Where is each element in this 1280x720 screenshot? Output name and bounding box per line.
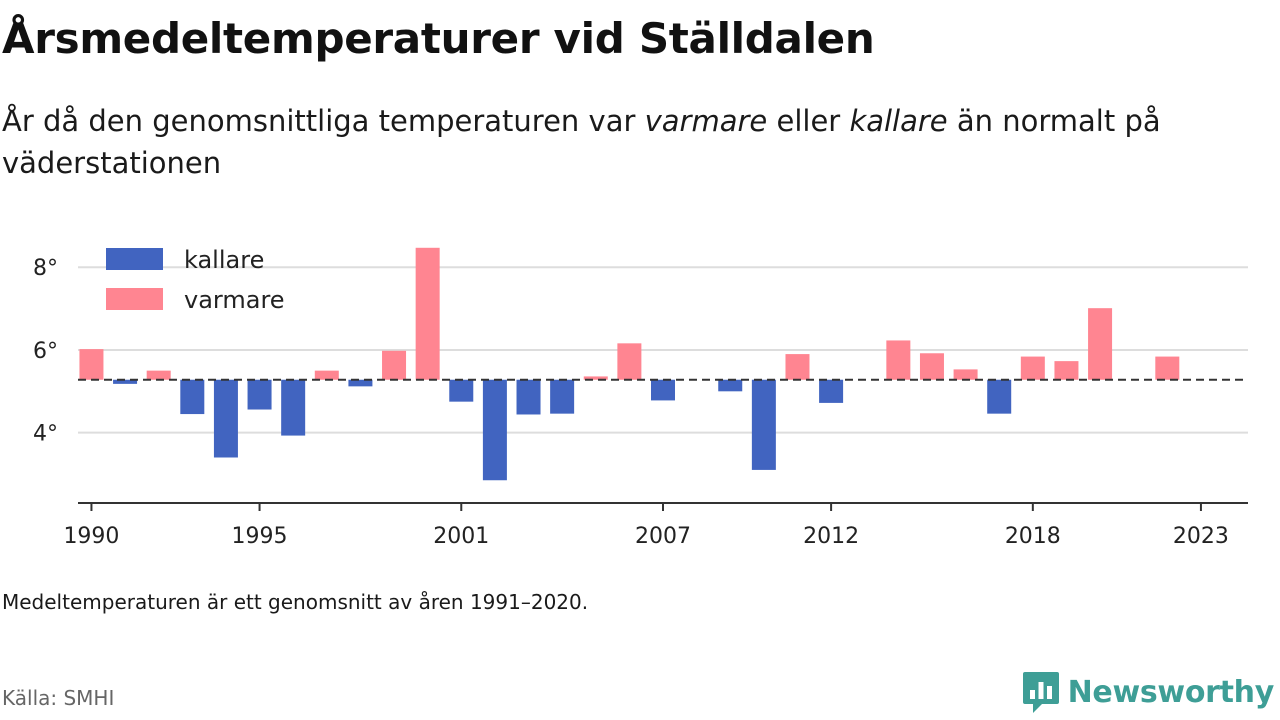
- x-tick-label: 1990: [63, 524, 119, 549]
- bar-2011: [785, 354, 810, 380]
- bar-2007: [651, 379, 675, 401]
- bar-2016: [953, 369, 978, 380]
- legend-swatch-colder: [106, 248, 163, 270]
- x-tick-label: 2012: [803, 524, 859, 549]
- bar-1995: [247, 379, 272, 410]
- x-tick-label: 2001: [433, 524, 489, 549]
- subtitle-warm-word: varmare: [644, 104, 768, 138]
- bar-1998: [348, 379, 373, 387]
- chart-subtitle: År då den genomsnittliga temperaturen va…: [2, 100, 1262, 184]
- legend-label-warmer: varmare: [184, 286, 285, 314]
- bar-2015: [919, 353, 944, 380]
- x-tick-label: 2007: [635, 524, 691, 549]
- x-tick-label: 2023: [1173, 524, 1229, 549]
- x-tick-label: 2018: [1005, 524, 1061, 549]
- bar-2004: [550, 379, 575, 414]
- bar-2001: [449, 379, 474, 402]
- legend-swatch-warmer: [106, 288, 163, 310]
- y-tick-label: 6°: [33, 339, 58, 364]
- subtitle-text-middle: eller: [767, 104, 850, 138]
- bar-2009: [718, 379, 743, 392]
- legend-label-colder: kallare: [184, 246, 264, 274]
- bar-1996: [281, 379, 306, 436]
- y-tick-label: 8°: [33, 256, 58, 281]
- bar-1991: [113, 379, 138, 384]
- bar-2017: [987, 379, 1012, 414]
- bar-2010: [751, 379, 776, 470]
- newsworthy-logo-icon: [1022, 672, 1059, 713]
- logo-bar-3: [1046, 686, 1052, 699]
- bar-2005: [583, 376, 608, 380]
- bar-2019: [1054, 361, 1079, 380]
- bar-2012: [819, 379, 844, 403]
- source-credit: Källa: SMHI: [2, 686, 115, 710]
- bar-1992: [146, 370, 171, 380]
- bar-1993: [180, 379, 205, 415]
- bar-2000: [415, 247, 440, 380]
- bar-1999: [382, 350, 407, 380]
- logo-bar-2: [1038, 682, 1044, 699]
- brand-name: Newsworthy: [1067, 674, 1275, 710]
- subtitle-cold-word: kallare: [849, 104, 948, 138]
- bar-2003: [516, 379, 541, 415]
- x-tick-label: 1995: [232, 524, 288, 549]
- subtitle-text-start: År då den genomsnittliga temperaturen va…: [2, 104, 645, 138]
- bar-1994: [213, 379, 238, 458]
- bar-2014: [886, 340, 911, 380]
- logo-bar-1: [1029, 690, 1035, 699]
- bar-1990: [79, 349, 104, 380]
- bar-2018: [1020, 356, 1045, 380]
- bar-2002: [482, 379, 507, 481]
- subtitle-text-end: än normalt på väderstationen: [2, 104, 1161, 180]
- bar-2020: [1088, 308, 1113, 380]
- footnote: Medeltemperaturen är ett genomsnitt av å…: [2, 590, 589, 614]
- bar-2022: [1155, 356, 1180, 380]
- y-tick-label: 4°: [33, 422, 58, 447]
- chart-title: Årsmedeltemperaturer vid Ställdalen: [2, 14, 875, 63]
- brand-logo: Newsworthy: [1022, 670, 1274, 714]
- bar-chart: 4° 6° 8° 1990 1995 2001 2007 2012 2018 2023 kallar…: [33, 246, 1248, 549]
- bar-1997: [314, 370, 339, 380]
- bar-2006: [617, 343, 642, 380]
